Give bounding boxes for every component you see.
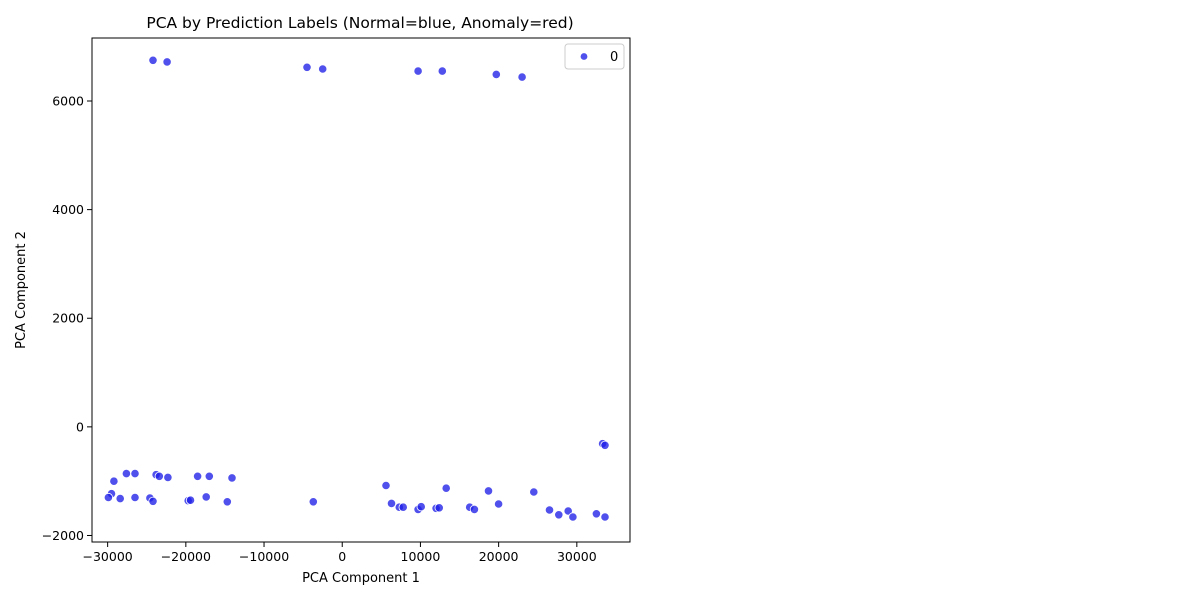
x-axis-label: PCA Component 1 <box>302 571 420 586</box>
legend-box <box>564 43 625 70</box>
x-tick-label: 20000 <box>479 549 519 564</box>
scatter-point <box>398 502 408 512</box>
y-tick-label: 4000 <box>52 202 84 217</box>
chart-title: PCA by Prediction Labels (Normal=blue, A… <box>146 14 573 32</box>
scatter-point <box>544 505 555 515</box>
scatter-point <box>568 512 578 522</box>
scatter-point <box>201 492 211 502</box>
scatter-point <box>437 66 447 76</box>
scatter-points <box>103 55 610 522</box>
scatter-point <box>563 506 573 516</box>
scatter-point <box>185 495 196 505</box>
scatter-point <box>517 72 527 82</box>
scatter-point <box>381 480 391 491</box>
scatter-point <box>121 468 132 479</box>
scatter-point <box>148 496 158 506</box>
scatter-point <box>554 510 564 520</box>
legend-marker <box>579 52 589 61</box>
scatter-point <box>434 503 444 513</box>
scatter-point <box>115 493 125 504</box>
scatter-point <box>529 487 539 497</box>
scatter-point <box>148 55 158 65</box>
legend-entry-label: 0 <box>610 50 618 65</box>
scatter-point <box>416 502 426 512</box>
scatter-point <box>386 498 397 508</box>
scatter-point <box>227 473 237 483</box>
scatter-point <box>441 483 451 493</box>
legend: 0 <box>564 43 625 70</box>
scatter-point <box>163 472 173 482</box>
scatter-point <box>591 509 602 519</box>
x-tick-label: 30000 <box>557 549 597 564</box>
y-tick-label: 0 <box>76 419 84 434</box>
y-axis-ticks: −2000 0 2000 4000 6000 <box>42 94 92 543</box>
y-axis-label: PCA Component 2 <box>14 231 29 349</box>
x-tick-label: −30000 <box>83 549 133 564</box>
scatter-point <box>130 492 140 503</box>
x-tick-label: 10000 <box>401 549 441 564</box>
scatter-point <box>109 476 119 486</box>
scatter-point <box>130 468 140 479</box>
x-tick-label: −10000 <box>239 549 289 564</box>
scatter-point <box>469 504 479 514</box>
scatter-point <box>308 497 318 507</box>
x-tick-label: −20000 <box>161 549 211 564</box>
scatter-point <box>222 497 232 507</box>
scatter-point <box>204 471 214 481</box>
y-tick-label: 2000 <box>52 311 84 326</box>
scatter-point <box>162 57 172 67</box>
scatter-point <box>491 69 501 80</box>
scatter-point <box>600 512 610 522</box>
scatter-point <box>493 499 504 509</box>
scatter-point <box>302 62 312 72</box>
scatter-point <box>193 471 203 481</box>
scatter-point <box>154 471 164 481</box>
x-tick-label: 0 <box>338 549 346 564</box>
x-axis-ticks: −30000 −20000 −10000 0 10000 20000 30000 <box>83 542 597 564</box>
y-tick-label: 6000 <box>52 94 84 109</box>
scatter-point <box>483 486 494 496</box>
scatter-point <box>413 66 423 76</box>
y-tick-label: −2000 <box>42 528 84 543</box>
plot-frame <box>91 37 631 543</box>
scatter-point <box>103 492 114 503</box>
scatter-point <box>600 440 610 450</box>
scatter-point <box>318 64 328 74</box>
